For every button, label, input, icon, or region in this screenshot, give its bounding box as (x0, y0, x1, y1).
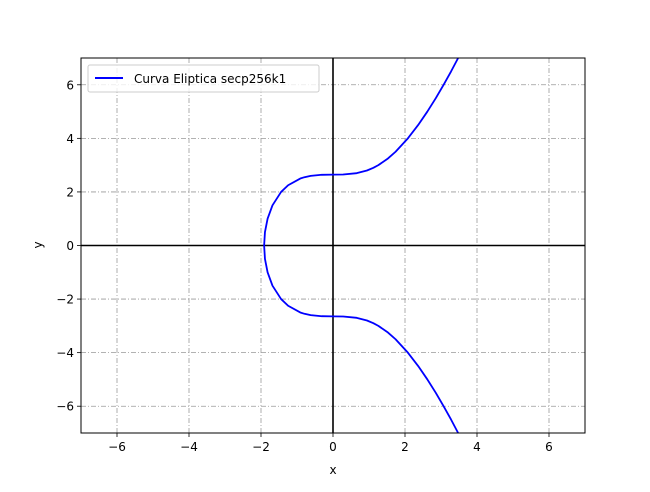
x-tick-label: −2 (252, 440, 270, 454)
ticks: −6 −4 −2 0 2 4 6 −6 −4 −2 0 2 4 6 (56, 78, 553, 454)
x-tick-label: −6 (108, 440, 126, 454)
y-tick-label: 6 (66, 78, 74, 92)
x-tick-label: 4 (473, 440, 481, 454)
legend-box (87, 64, 320, 93)
legend-label: Curva Eliptica secp256k1 (134, 72, 286, 86)
series-line-curve (263, 57, 459, 434)
y-axis-label: y (31, 241, 45, 248)
x-axis-label: x (329, 463, 336, 477)
zero-axes (81, 58, 585, 433)
y-tick-label: −6 (56, 400, 74, 414)
x-tick-label: 6 (545, 440, 553, 454)
y-tick-label: −4 (56, 346, 74, 360)
legend: Curva Eliptica secp256k1 (87, 64, 320, 93)
y-tick-label: 2 (66, 185, 74, 199)
series (263, 57, 459, 434)
x-tick-label: −4 (180, 440, 198, 454)
x-tick-label: 0 (329, 440, 337, 454)
y-tick-label: −2 (56, 293, 74, 307)
x-tick-label: 2 (401, 440, 409, 454)
y-tick-label: 4 (66, 132, 74, 146)
y-tick-label: 0 (66, 239, 74, 253)
